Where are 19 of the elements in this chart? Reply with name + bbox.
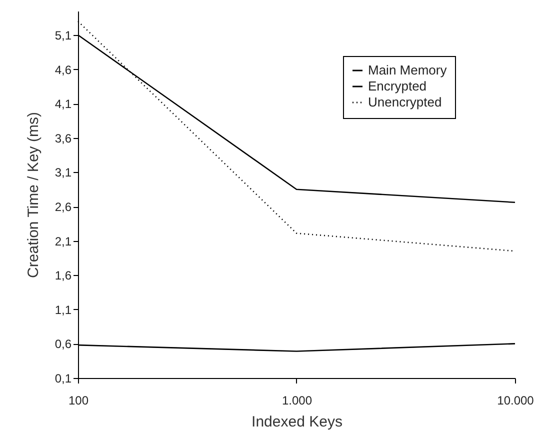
y-tick-label: 0,1 — [54, 372, 72, 386]
y-tick-label: 3,1 — [54, 166, 72, 180]
y-tick-label: 0,6 — [54, 337, 72, 352]
legend-label: Encrypted — [368, 78, 427, 94]
legend-label: Main Memory — [368, 62, 448, 78]
x-tick-label: 1.000 — [282, 394, 312, 408]
y-tick-label: 5,1 — [54, 28, 72, 43]
y-tick-label: 2,6 — [54, 200, 72, 214]
y-tick-label: 1,1 — [54, 302, 72, 317]
x-axis-title: Indexed Keys — [252, 414, 342, 430]
x-tick-label: 10.000 — [497, 394, 534, 408]
y-tick-label: 4,6 — [54, 62, 72, 77]
y-tick-label: 3,6 — [54, 131, 72, 146]
y-tick-label: 2,1 — [54, 234, 72, 248]
y-axis-title: Creation Time / Key (ms) — [24, 112, 42, 278]
legend-label: Unencrypted — [368, 94, 442, 110]
x-tick-label: 100 — [68, 394, 89, 408]
y-tick-label: 4,1 — [54, 97, 72, 112]
y-tick-label: 1,6 — [54, 268, 72, 283]
